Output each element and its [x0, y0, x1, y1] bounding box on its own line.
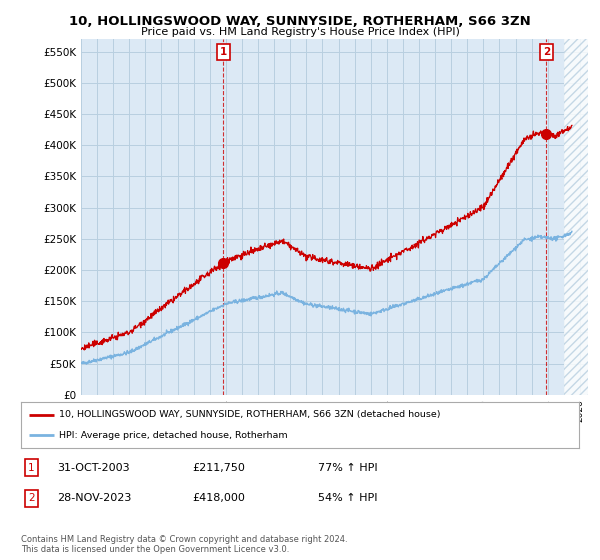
Text: Price paid vs. HM Land Registry's House Price Index (HPI): Price paid vs. HM Land Registry's House … — [140, 27, 460, 37]
Text: 1: 1 — [220, 46, 227, 57]
Text: 28-NOV-2023: 28-NOV-2023 — [57, 493, 131, 503]
Text: 1: 1 — [28, 463, 35, 473]
Text: £211,750: £211,750 — [192, 463, 245, 473]
Text: Contains HM Land Registry data © Crown copyright and database right 2024.
This d: Contains HM Land Registry data © Crown c… — [21, 535, 347, 554]
Text: 31-OCT-2003: 31-OCT-2003 — [57, 463, 130, 473]
Text: £418,000: £418,000 — [192, 493, 245, 503]
Text: HPI: Average price, detached house, Rotherham: HPI: Average price, detached house, Roth… — [59, 431, 287, 440]
Text: 77% ↑ HPI: 77% ↑ HPI — [318, 463, 377, 473]
Text: 10, HOLLINGSWOOD WAY, SUNNYSIDE, ROTHERHAM, S66 3ZN: 10, HOLLINGSWOOD WAY, SUNNYSIDE, ROTHERH… — [69, 15, 531, 28]
Text: 2: 2 — [542, 46, 550, 57]
Text: 2: 2 — [28, 493, 35, 503]
Text: 54% ↑ HPI: 54% ↑ HPI — [318, 493, 377, 503]
Text: 10, HOLLINGSWOOD WAY, SUNNYSIDE, ROTHERHAM, S66 3ZN (detached house): 10, HOLLINGSWOOD WAY, SUNNYSIDE, ROTHERH… — [59, 410, 440, 419]
